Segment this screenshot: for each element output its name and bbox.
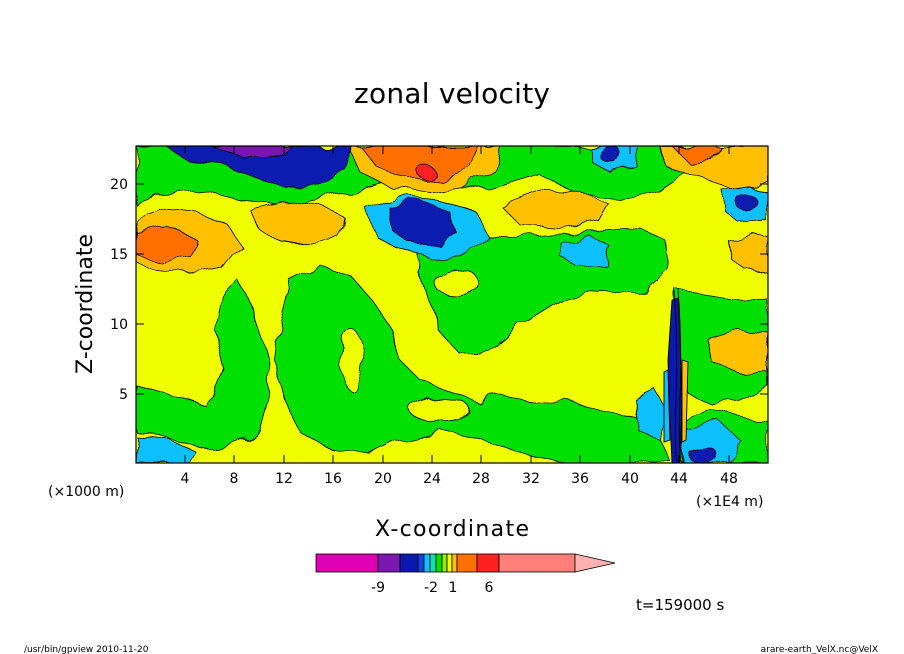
colorbar-segment bbox=[441, 553, 448, 573]
chart-title: zonal velocity bbox=[354, 77, 550, 110]
field-region-cyan-lowright bbox=[635, 389, 665, 441]
x-tick-label: 32 bbox=[522, 471, 540, 487]
y-tick-label: 10 bbox=[110, 317, 128, 333]
field-region-darkorange-left bbox=[136, 224, 196, 263]
colorbar-label: 6 bbox=[485, 580, 494, 596]
field-region-yellow-hole3 bbox=[409, 397, 471, 423]
footer-right: arare-earth_VelX.nc@VelX bbox=[761, 645, 878, 654]
colorbar-segment bbox=[429, 553, 437, 573]
colorbar bbox=[315, 553, 616, 573]
colorbar-segment bbox=[446, 553, 453, 573]
colorbar-segment bbox=[435, 553, 443, 573]
colorbar-segment bbox=[315, 553, 379, 573]
colorbar-segment bbox=[377, 553, 401, 573]
colorbar-segment bbox=[498, 553, 576, 573]
field-region-cyan-lowleft bbox=[136, 435, 197, 463]
field-region-darkorange-top bbox=[359, 146, 481, 181]
x-tick-label: 8 bbox=[230, 471, 239, 487]
field-region-orange-right2 bbox=[727, 231, 768, 273]
x-tick-label: 24 bbox=[423, 471, 441, 487]
time-annotation: t=159000 s bbox=[636, 596, 724, 614]
colorbar-label: -2 bbox=[424, 580, 438, 596]
field-region-yellow-hole2 bbox=[433, 267, 479, 297]
x-tick-label: 40 bbox=[621, 471, 639, 487]
x-axis-ticks bbox=[184, 146, 730, 463]
plot-area bbox=[136, 146, 768, 463]
colorbar-segment bbox=[423, 553, 431, 573]
x-unit-right: (×1E4 m) bbox=[696, 494, 763, 510]
footer-left: /usr/bin/gpview 2010-11-20 bbox=[24, 645, 149, 654]
x-tick-label: 4 bbox=[181, 471, 190, 487]
x-unit-left: (×1000 m) bbox=[48, 484, 124, 500]
colorbar-segment bbox=[399, 553, 419, 573]
field-region-blue-center bbox=[387, 199, 457, 247]
colorbar-segment bbox=[456, 553, 478, 573]
colorbar-segment bbox=[476, 553, 500, 573]
colorbar-segment bbox=[451, 553, 458, 573]
y-tick-label: 20 bbox=[110, 177, 128, 193]
field-region-purple-top bbox=[211, 146, 293, 161]
colorbar-label: 1 bbox=[449, 580, 458, 596]
field-region-green-left bbox=[136, 279, 271, 449]
plot-frame bbox=[135, 145, 769, 464]
field-region-blue-topright bbox=[600, 147, 624, 165]
y-tick-label: 15 bbox=[110, 247, 128, 263]
x-tick-label: 48 bbox=[720, 471, 738, 487]
field-region-red-top bbox=[416, 165, 436, 179]
field-streak bbox=[663, 287, 689, 463]
x-tick-label: 28 bbox=[472, 471, 490, 487]
colorbar-segment bbox=[417, 553, 425, 573]
field-region-orange-right bbox=[499, 189, 611, 229]
field-region-darkorange-topright bbox=[671, 146, 721, 165]
field-region-yellow-hole1 bbox=[339, 329, 365, 391]
colorbar-label: -9 bbox=[371, 580, 385, 596]
field-region-blue-bottomright bbox=[687, 444, 717, 463]
x-tick-label: 36 bbox=[571, 471, 589, 487]
x-tick-label: 20 bbox=[374, 471, 392, 487]
field-region-blue-right bbox=[735, 192, 757, 212]
y-tick-labels: 5 10 15 20 bbox=[110, 177, 128, 403]
field-region-cyan-midright bbox=[559, 235, 613, 267]
colorbar-extend-arrow bbox=[574, 553, 616, 573]
x-tick-label: 44 bbox=[670, 471, 688, 487]
x-axis-label: X-coordinate bbox=[375, 517, 529, 542]
field-region-orange-left2 bbox=[249, 199, 346, 246]
field-region-blue-top bbox=[165, 146, 353, 191]
y-axis-label: Z-coordinate bbox=[73, 234, 98, 374]
field-region-orange-rightmid bbox=[707, 329, 768, 375]
x-tick-label: 16 bbox=[324, 471, 342, 487]
y-axis-ticks bbox=[136, 183, 768, 395]
y-tick-label: 5 bbox=[119, 387, 128, 403]
x-tick-label: 12 bbox=[275, 471, 293, 487]
x-tick-labels: 4 8 12 16 20 24 28 32 36 40 44 48 bbox=[181, 471, 738, 487]
colorbar-labels: -9 -2 1 6 bbox=[371, 580, 494, 596]
